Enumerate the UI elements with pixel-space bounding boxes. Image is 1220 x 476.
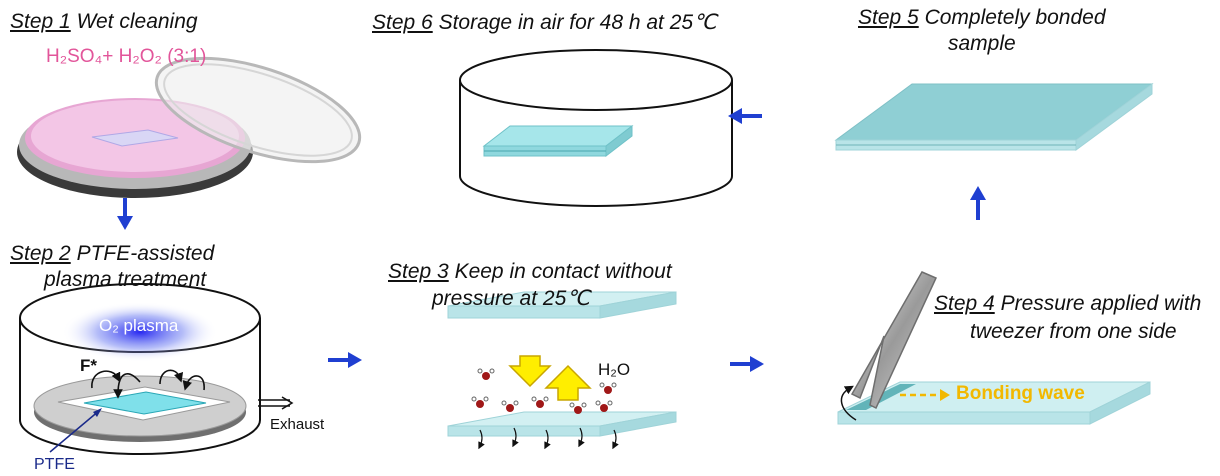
up-arrow [544,364,592,401]
radical-label: F* [80,356,97,375]
step3-label: Step 3 [388,260,449,283]
step5-title-line2: sample [948,32,1016,55]
step2-heading: Step 2 PTFE-assisted [10,242,214,266]
step5-heading: Step 5 Completely bonded [858,6,1106,30]
step3-title-line2: pressure at 25℃ [432,287,590,310]
sample-chip [91,129,179,147]
plasma-label: O₂ plasma [99,316,179,335]
storage-chamber-illustration [459,49,733,207]
petri-dish-illustration [17,56,362,198]
step1-chemicals: H₂SO₄+ H₂O₂ (3:1) [46,46,207,67]
flow-arrows [117,108,986,372]
step2-title-line1: PTFE-assisted [76,242,215,265]
step4-title-line1: Pressure applied with [1000,292,1202,315]
step1-title: Wet cleaning [76,10,198,33]
step4-heading: Step 4 Pressure applied with [934,292,1201,316]
step3-heading: Step 3 Keep in contact without [388,260,672,284]
step6-label: Step 6 [372,11,433,34]
bonded-sample-illustration [834,83,1154,151]
plasma-glow [62,302,218,362]
water-molecules [471,368,617,414]
step4-label: Step 4 [934,292,995,315]
exhaust-label: Exhaust [270,416,325,433]
down-arrow [508,355,552,388]
step6-title: Storage in air for 48 h at 25℃ [438,11,717,34]
step4-title-line2: tweezer from one side [970,320,1177,343]
step2-title-line2: plasma treatment [44,268,207,291]
petri-dish-lid [154,56,362,164]
step3-title-line1: Keep in contact without [454,260,672,283]
step1-heading: Step 1 Wet cleaning [10,10,198,34]
step1-label: Step 1 [10,10,71,33]
step6-heading: Step 6 Storage in air for 48 h at 25℃ [372,10,717,35]
treated-sample [83,391,207,415]
step5-title-line1: Completely bonded [924,6,1106,29]
contact-illustration [447,291,677,450]
step5-label: Step 5 [858,6,919,29]
step2-label: Step 2 [10,242,71,265]
tweezer-illustration [837,271,1151,425]
bonding-wave-label: Bonding wave [956,383,1085,404]
water-label: H₂O [598,360,631,379]
tweezer [850,271,938,410]
ptfe-label: PTFE [34,456,75,473]
plasma-chamber-illustration [19,283,294,455]
